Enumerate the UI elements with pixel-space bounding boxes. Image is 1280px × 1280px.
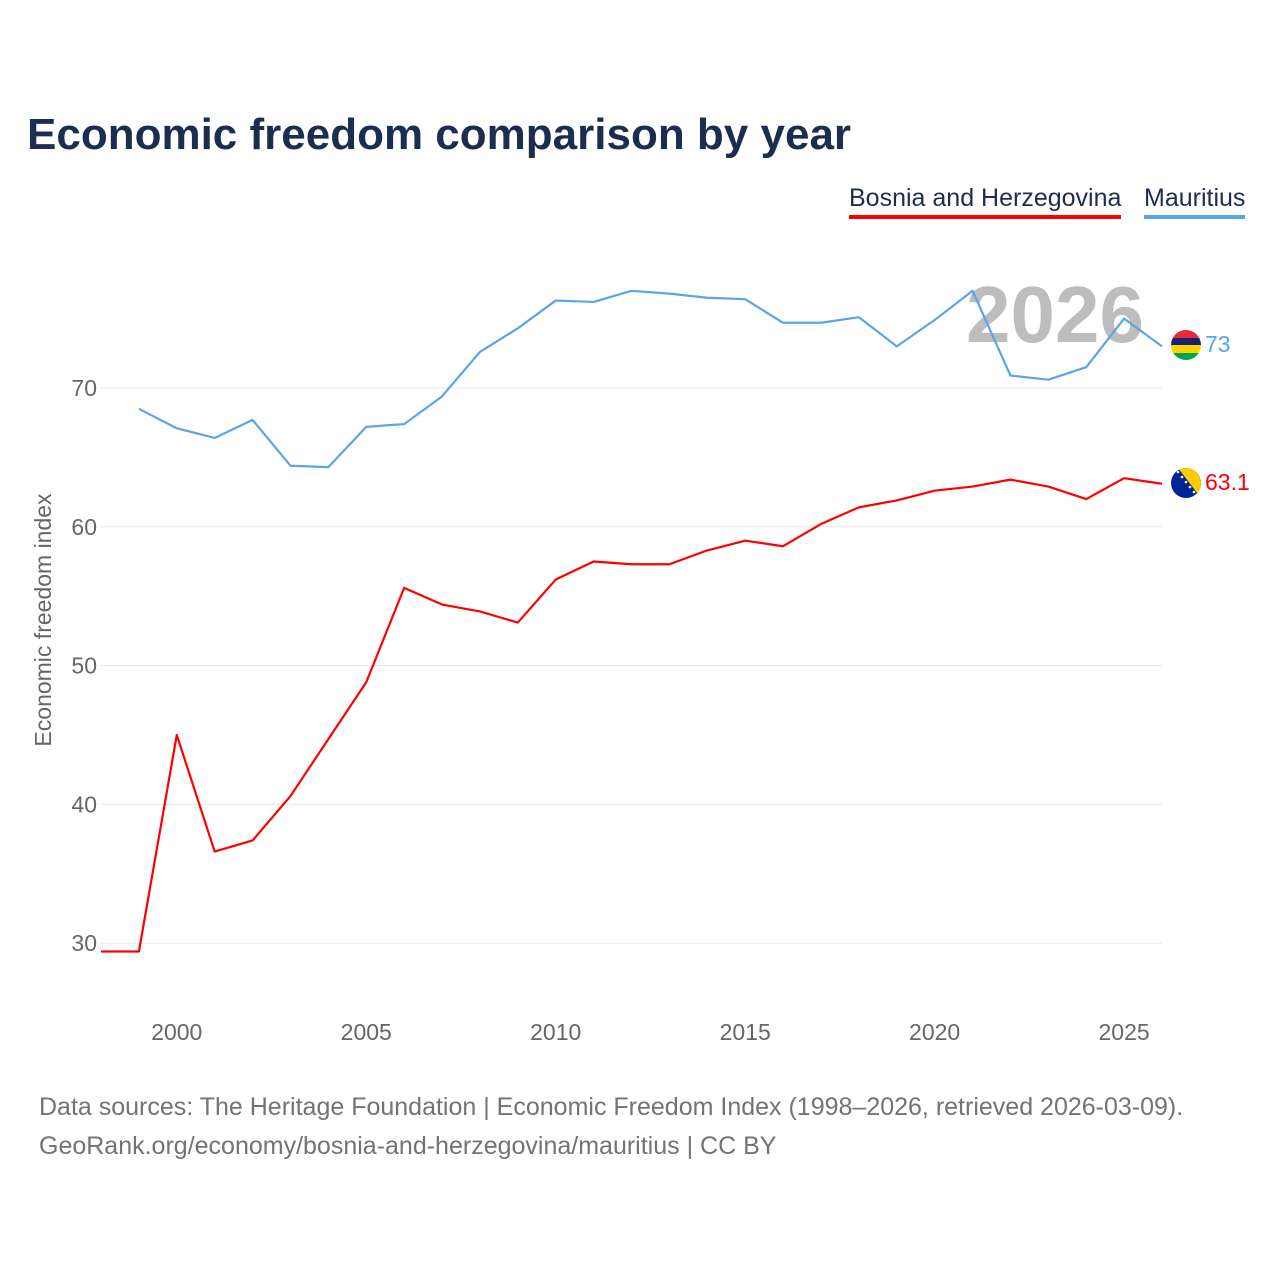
x-tick-label: 2005 bbox=[341, 1019, 392, 1045]
series-line-mauritius[interactable] bbox=[138, 289, 1163, 469]
bosnia-end-label: 63.1 bbox=[1205, 469, 1250, 495]
bosnia-flag-icon bbox=[1171, 468, 1201, 498]
x-tick-label: 2025 bbox=[1099, 1019, 1150, 1045]
y-axis-label: Economic freedom index bbox=[30, 493, 56, 747]
x-tick-label: 2015 bbox=[720, 1019, 771, 1045]
legend-bosnia-and-herzegovina[interactable]: Bosnia and Herzegovina bbox=[849, 184, 1122, 219]
legend-mauritius[interactable]: Mauritius bbox=[1144, 184, 1246, 219]
source-line-1: Data sources: The Heritage Foundation | … bbox=[39, 1093, 1184, 1121]
y-tick-label: 40 bbox=[71, 791, 97, 817]
x-tick-label: 2000 bbox=[151, 1019, 202, 1045]
y-tick-label: 30 bbox=[71, 930, 97, 956]
y-tick-label: 70 bbox=[71, 375, 97, 401]
source-note: Data sources: The Heritage Foundation | … bbox=[39, 1088, 1183, 1166]
series-line-bosnia-and-herzegovina[interactable] bbox=[101, 477, 1163, 953]
y-tick-label: 60 bbox=[71, 514, 97, 540]
x-tick-label: 2010 bbox=[530, 1019, 581, 1045]
year-watermark: 2026 bbox=[966, 270, 1144, 359]
mauritius-flag-icon bbox=[1171, 330, 1201, 360]
x-tick-label: 2020 bbox=[909, 1019, 960, 1045]
mauritius-end-label: 73 bbox=[1205, 331, 1231, 357]
source-line-2[interactable]: GeoRank.org/economy/bosnia-and-herzegovi… bbox=[39, 1132, 777, 1160]
y-tick-label: 50 bbox=[71, 653, 97, 679]
chart-title: Economic freedom comparison by year bbox=[27, 110, 852, 159]
